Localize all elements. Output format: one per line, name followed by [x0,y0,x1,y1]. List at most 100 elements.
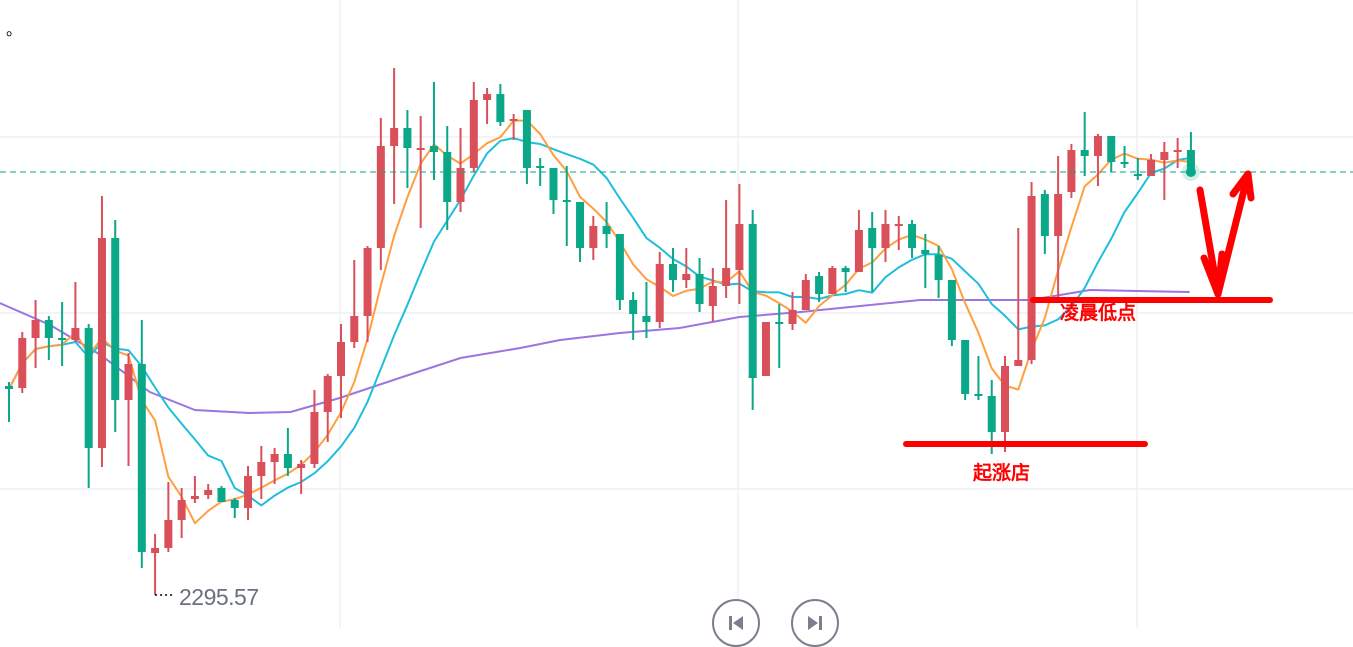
candle [1120,146,1129,168]
candle [270,448,279,484]
candle-body [1080,150,1089,156]
candle [974,356,983,400]
candle [190,476,199,503]
candle [230,498,239,518]
candle [244,466,253,520]
candle-body [323,376,332,412]
candle-body [376,146,385,248]
candle-body [974,394,983,396]
candle-body [31,320,40,338]
candle-body [1067,150,1076,192]
candle [708,268,717,322]
candle-body [536,166,545,168]
candle-body [137,364,146,552]
candle [1054,156,1063,300]
candle-body [629,300,638,314]
candle-body [1186,150,1195,172]
candle-body [1054,194,1063,236]
candle [722,200,731,298]
candle [1160,142,1169,200]
candles [5,68,1195,595]
dawn-low-annotation: 凌晨低点 [1060,302,1137,324]
candle [469,82,478,172]
candle [629,292,638,340]
candle [1133,158,1142,180]
candle-body [456,168,465,202]
candle [589,216,598,260]
candle [735,184,744,304]
candle-body [801,280,810,310]
candle [881,210,890,262]
candle [1067,144,1076,198]
ma-short-line [8,119,1192,525]
candle [390,68,399,204]
candle [204,484,213,499]
candle-body [1027,196,1036,360]
candle-body [44,320,53,338]
candle-body [761,322,770,376]
candle [350,260,359,348]
candle-body [177,500,186,520]
candle-body [841,268,850,272]
candle-body [1093,136,1102,156]
candle [177,488,186,538]
candle [934,246,943,298]
candle-body [894,224,903,226]
candle-body [722,268,731,286]
down-up-arrow-icon [1196,170,1255,298]
candle-body [1160,152,1169,160]
candle-body [97,238,106,448]
candle [18,332,27,393]
candle-body [669,264,677,280]
candle [97,196,106,467]
candle-body [1173,150,1182,152]
candle [257,446,266,499]
candle [71,282,80,342]
candle [44,316,53,360]
candle-body [642,316,651,322]
candle-body [363,248,372,316]
candle [894,216,903,250]
candle-body [217,488,226,502]
candle-body [1133,174,1142,176]
candle [376,118,385,270]
scroll-to-start-button[interactable] [712,599,760,647]
candle-body [496,94,505,122]
candle-body [947,280,956,340]
candle [1173,138,1182,168]
scroll-to-end-button[interactable] [791,599,839,647]
candle [124,353,133,466]
candle-body [921,250,930,254]
candle-body [151,548,160,553]
candle [788,292,797,330]
candle-body [788,310,797,324]
candle [297,460,306,494]
candle [761,322,770,376]
rise-point-annotation: 起涨店 [973,462,1031,484]
candle [443,126,452,230]
candle [111,220,120,432]
candle-body [190,496,199,499]
candle-body [522,110,531,168]
candle [908,220,917,258]
candle-body [443,152,452,202]
candle-body [602,226,611,234]
candle [323,374,332,442]
candle [283,428,292,476]
candle [403,110,412,188]
candle [775,304,784,368]
candle-body [549,168,558,200]
candle [961,340,970,400]
candle-body [164,520,173,548]
candle-body [589,226,598,248]
candle [868,212,877,292]
candle [31,300,40,368]
candle [695,258,704,312]
candle-body [257,462,266,476]
candle-body [615,234,624,300]
candle [748,210,757,410]
candle-body [71,328,80,340]
candle-body [283,454,292,468]
candle-body [350,316,359,342]
candle [602,202,611,248]
